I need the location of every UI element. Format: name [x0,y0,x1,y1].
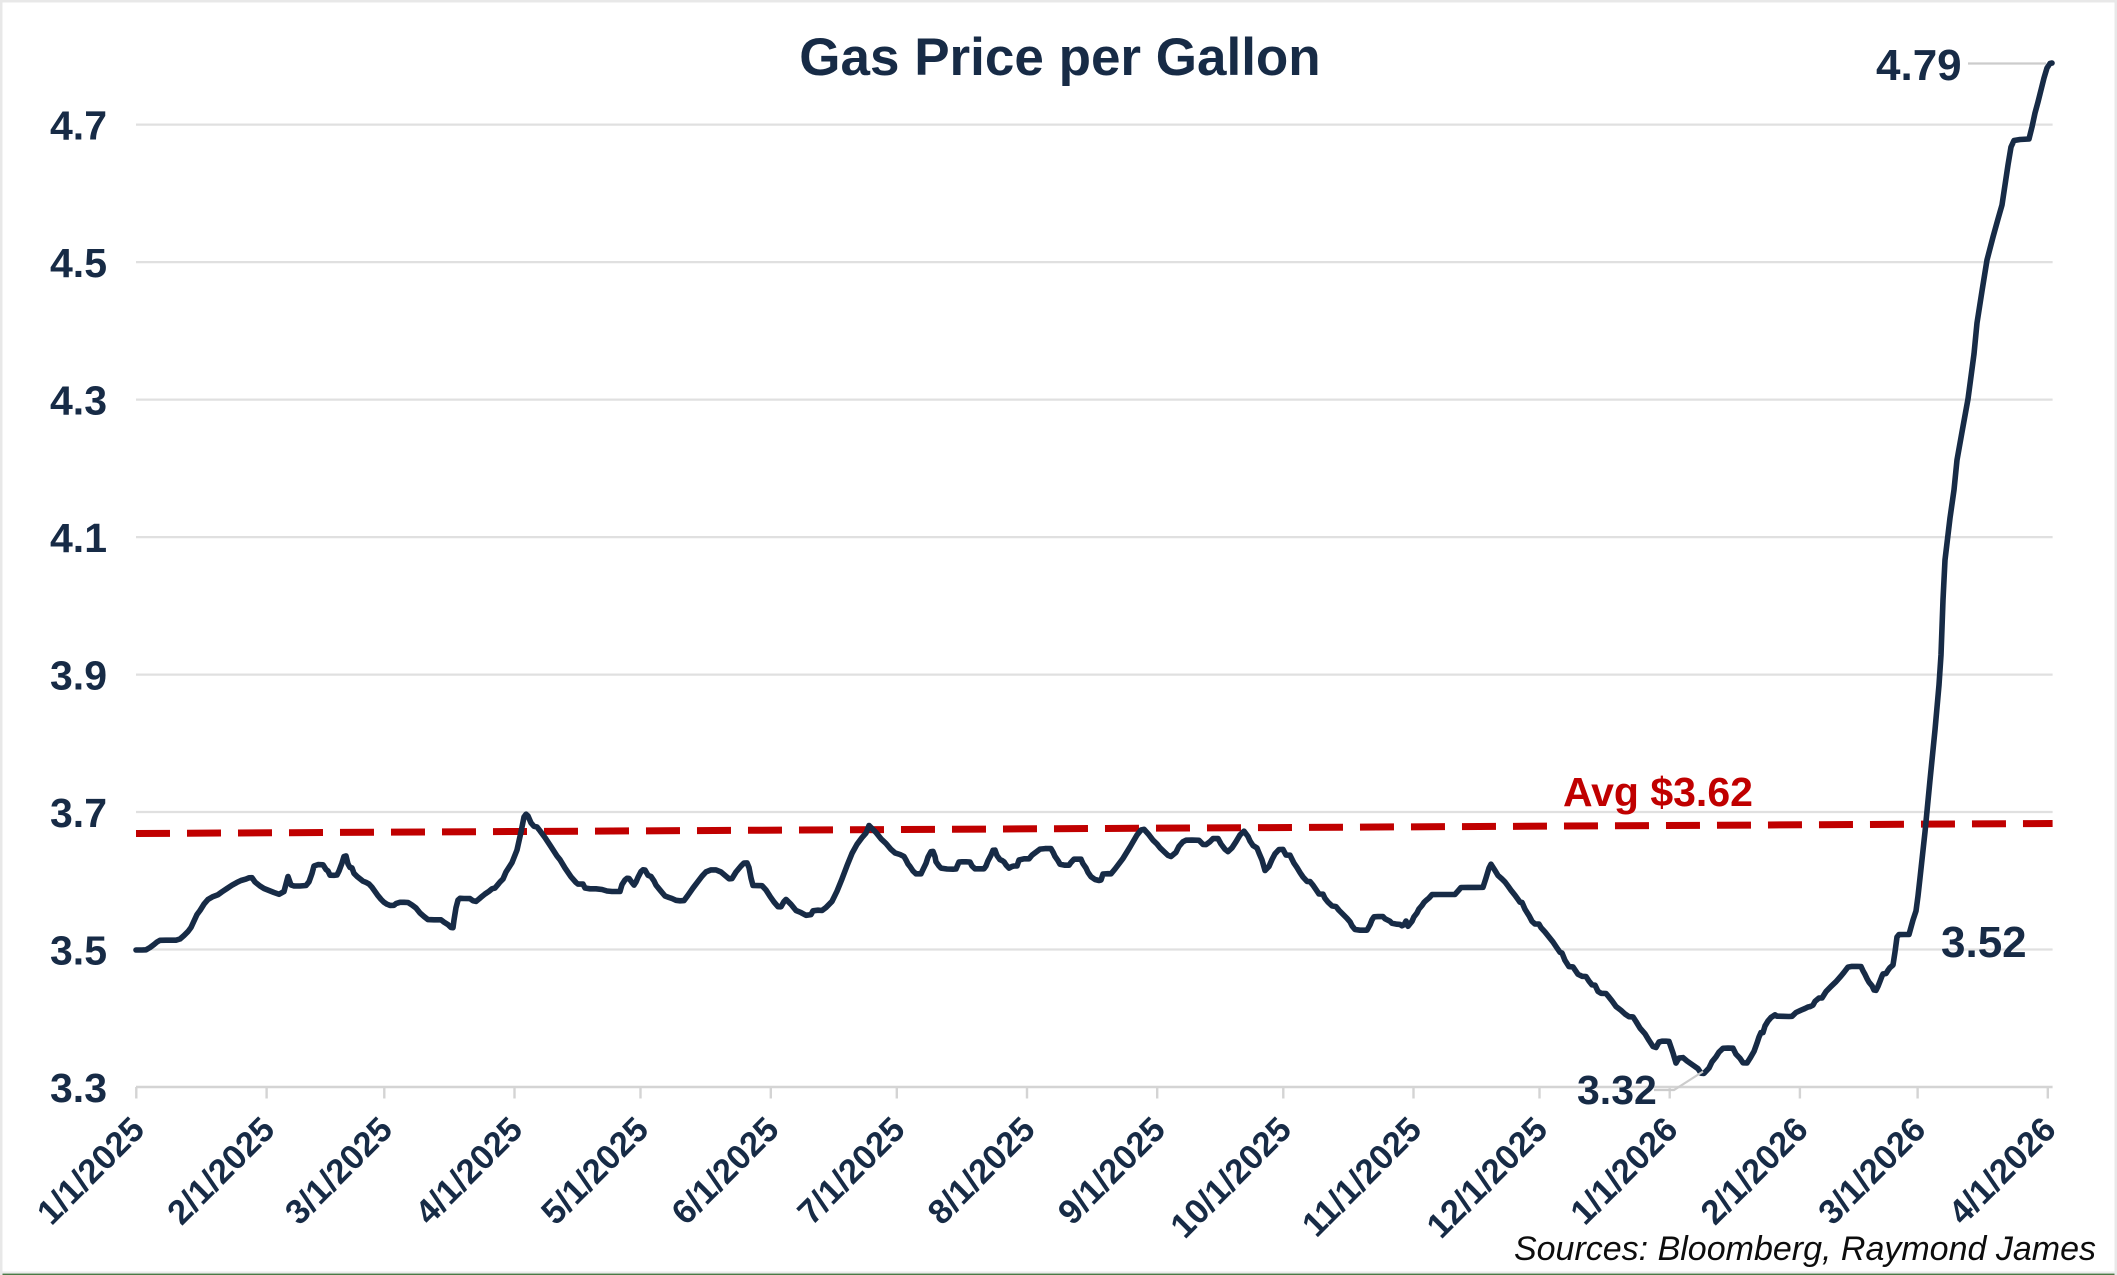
svg-text:Sources: Bloomberg, Raymond Ja: Sources: Bloomberg, Raymond James [1514,1230,2096,1268]
svg-text:4.3: 4.3 [50,378,107,424]
svg-text:Avg $3.62: Avg $3.62 [1563,769,1753,815]
svg-text:3.7: 3.7 [50,790,107,836]
svg-text:3.9: 3.9 [50,653,107,699]
svg-text:3.32: 3.32 [1577,1067,1657,1113]
svg-text:4.7: 4.7 [50,103,107,149]
svg-text:4.1: 4.1 [50,515,107,561]
svg-text:3.5: 3.5 [50,928,107,974]
svg-text:3.52: 3.52 [1941,918,2027,967]
svg-text:4.5: 4.5 [50,240,107,286]
svg-text:3.3: 3.3 [50,1065,107,1111]
svg-text:Gas Price per Gallon: Gas Price per Gallon [799,28,1320,87]
svg-text:4.79: 4.79 [1876,41,1962,90]
